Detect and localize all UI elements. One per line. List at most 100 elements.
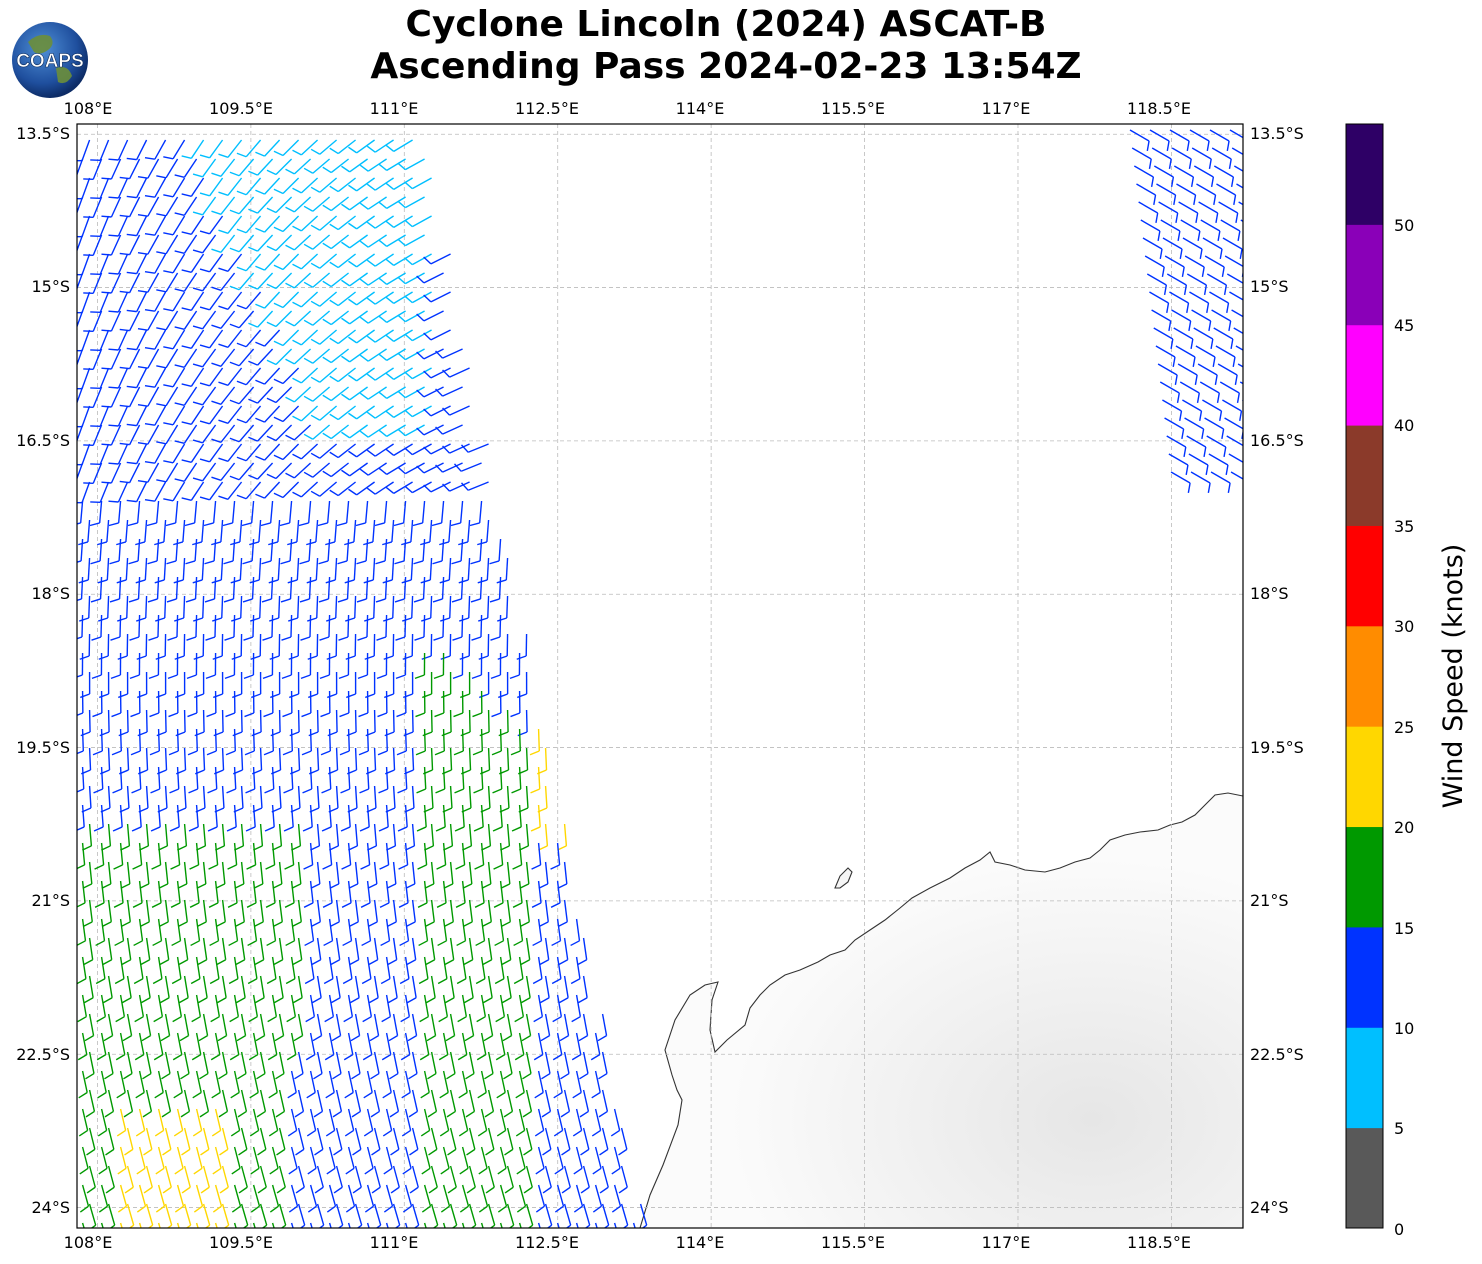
wind-barb <box>461 918 467 941</box>
wind-barb-flag <box>483 997 493 1004</box>
wind-barb <box>240 899 245 922</box>
wind-barb-flag <box>366 335 376 343</box>
wind-barb-flag <box>1213 194 1217 205</box>
wind-barb <box>337 329 357 345</box>
wind-barb <box>257 462 274 480</box>
wind-barb <box>479 538 483 561</box>
wind-barb-flag <box>322 470 332 478</box>
wind-barb-flag <box>539 959 550 966</box>
wind-barb-flag <box>310 148 321 155</box>
wind-barb <box>157 1184 166 1207</box>
wind-barb-flag <box>122 1035 132 1042</box>
wind-barb-flag <box>90 598 101 603</box>
wind-barb <box>366 1222 370 1228</box>
wind-barb <box>366 880 371 903</box>
wind-barb-flag <box>211 476 222 481</box>
wind-barb-flag <box>109 1224 116 1228</box>
wind-barb-flag <box>268 1129 279 1137</box>
wind-barb <box>209 329 224 349</box>
wind-barb-flag <box>325 579 336 584</box>
wind-barb <box>632 1222 636 1228</box>
wind-barb-flag <box>565 1224 572 1228</box>
wind-barb-flag <box>310 414 321 421</box>
wind-barb <box>129 348 141 369</box>
wind-barb-flag <box>383 617 393 622</box>
wind-barb-flag <box>471 636 482 641</box>
wind-barb-flag <box>223 560 234 565</box>
wind-barb-flag <box>303 902 314 908</box>
wind-barb <box>227 291 243 310</box>
wind-barb-flag <box>415 712 426 718</box>
wind-barb <box>1173 165 1194 178</box>
wind-barb-flag <box>434 750 445 756</box>
wind-barb-flag <box>1252 177 1254 187</box>
wind-barb-flag <box>267 1053 278 1061</box>
wind-barb-flag <box>427 1110 437 1118</box>
wind-barb <box>293 424 312 441</box>
wind-barb-flag <box>502 1035 512 1042</box>
wind-barb <box>480 1184 489 1207</box>
wind-barb <box>411 1051 418 1074</box>
wind-barb <box>335 785 339 809</box>
wind-barb-flag <box>342 940 352 947</box>
wind-barb <box>1131 147 1152 160</box>
wind-barb <box>119 1070 126 1093</box>
wind-barb <box>195 918 201 941</box>
wind-barb <box>183 348 198 368</box>
wind-barb <box>1168 453 1189 466</box>
wind-barb <box>347 766 351 790</box>
wind-barb-flag <box>192 211 203 216</box>
wind-barb <box>423 1108 431 1131</box>
wind-barb <box>183 861 188 884</box>
wind-barb-flag <box>1249 159 1251 169</box>
wind-barb <box>278 1165 286 1188</box>
wind-barb <box>1204 417 1224 430</box>
wind-barb-flag <box>174 250 185 254</box>
wind-barb <box>330 272 350 288</box>
wind-barb-flag <box>180 1072 190 1080</box>
wind-barb-flag <box>285 206 295 213</box>
wind-barb-flag <box>1207 482 1211 493</box>
wind-barb <box>1186 435 1207 448</box>
wind-barb-flag <box>285 434 295 441</box>
wind-barb <box>423 310 444 322</box>
wind-barb-flag <box>218 229 229 234</box>
wind-barb <box>373 861 378 884</box>
wind-barb-flag <box>318 1224 325 1228</box>
wind-barb <box>110 348 122 370</box>
wind-barb-flag <box>454 826 465 832</box>
wind-barb <box>441 576 445 600</box>
wind-barb-flag <box>108 196 119 199</box>
wind-barb <box>245 481 262 500</box>
wind-barb <box>129 158 141 179</box>
wind-barb <box>337 215 357 231</box>
wind-barb-flag <box>310 338 321 345</box>
wind-barb <box>239 557 243 581</box>
wind-barb <box>81 842 86 865</box>
wind-barb-flag <box>181 383 192 387</box>
wind-barb <box>194 538 198 561</box>
wind-barb <box>1191 309 1212 322</box>
wind-barb <box>92 158 103 180</box>
wind-barb <box>290 994 297 1017</box>
wind-barb-flag <box>397 788 408 794</box>
wind-barb-flag <box>310 490 321 497</box>
wind-barb <box>1162 237 1183 250</box>
wind-barb-flag <box>426 1035 436 1042</box>
wind-barb <box>195 766 199 790</box>
wind-barb-flag <box>248 208 258 214</box>
wind-barb-flag <box>292 453 302 460</box>
wind-barb <box>193 500 198 523</box>
wind-barb <box>319 253 338 269</box>
wind-barb-flag <box>181 497 192 501</box>
wind-barb-flag <box>420 1091 430 1099</box>
wind-barb <box>411 1165 419 1188</box>
wind-barb <box>326 500 331 523</box>
colorbar-segments <box>1346 124 1383 1229</box>
wind-barb-flag <box>483 1035 493 1042</box>
wind-barb-flag <box>83 921 93 927</box>
wind-barb-flag <box>264 788 275 794</box>
wind-barb <box>88 595 91 619</box>
wind-barb <box>506 823 511 846</box>
wind-barb <box>392 1203 401 1226</box>
